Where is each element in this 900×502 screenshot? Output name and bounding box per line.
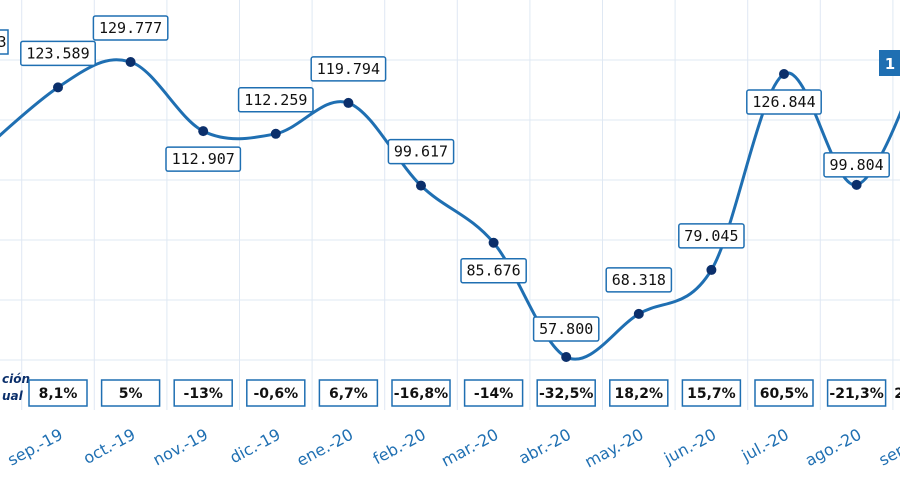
x-tick-label: nov.-19 <box>150 425 211 470</box>
x-tick-label: jul.-20 <box>738 425 792 466</box>
variation-value: -32,5% <box>539 386 593 402</box>
x-tick-label: mar.-20 <box>438 425 501 471</box>
data-point <box>343 97 354 108</box>
data-point <box>125 57 136 67</box>
variation-box <box>318 379 379 407</box>
variation-value: 18,2% <box>615 386 664 402</box>
variation-box <box>754 379 814 407</box>
data-point <box>488 237 499 248</box>
value-label: 68.318 <box>612 271 666 289</box>
value-label: 85.676 <box>467 262 521 280</box>
x-tick-label: sep.-19 <box>4 425 66 470</box>
variation-box <box>246 379 306 407</box>
variation-box <box>391 379 451 407</box>
variation-value: -16,8% <box>394 386 448 402</box>
value-label-box <box>532 316 600 342</box>
variation-value: 6,7% <box>329 386 368 402</box>
variation-box <box>609 379 669 407</box>
variation-value: -14% <box>474 386 513 402</box>
variation-value: 60,5% <box>760 386 809 402</box>
variation-band: ción ual <box>2 372 30 403</box>
value-label: 99.617 <box>394 143 448 161</box>
variation-boxes: 8,1% 5% -13% -0,6% 6,7% -16,8% -14% -32,5% 18,2%… <box>28 379 900 407</box>
variation-box <box>100 379 161 407</box>
data-point <box>270 128 281 139</box>
partial-value-box-left <box>0 29 9 55</box>
value-label: 57.800 <box>539 320 593 338</box>
value-label-box <box>237 87 314 113</box>
variation-value: -21,3% <box>829 386 883 402</box>
value-label-box <box>20 40 96 67</box>
value-label-box <box>460 257 527 284</box>
value-label: 112.907 <box>172 150 235 168</box>
x-tick-label: oct.-19 <box>80 425 138 468</box>
value-label-box <box>92 15 169 41</box>
variation-value: 8,1% <box>39 386 78 402</box>
value-label-box <box>310 56 387 82</box>
x-tick-label: sep.-20 <box>876 425 900 470</box>
value-label: 123.589 <box>26 44 89 62</box>
variation-box <box>681 379 742 407</box>
variation-value: -0,6% <box>253 386 298 402</box>
x-tick-label: may.-20 <box>581 425 646 472</box>
data-point <box>779 69 789 80</box>
value-label: 112.259 <box>244 91 307 109</box>
value-label-box <box>823 152 890 178</box>
value-label: 126.844 <box>752 93 815 111</box>
value-label-box <box>387 138 455 165</box>
data-point <box>198 126 209 137</box>
data-point <box>706 264 717 275</box>
variation-value: 15,7% <box>687 386 736 402</box>
series-line <box>0 58 900 361</box>
value-label-box <box>678 223 745 249</box>
data-point <box>633 308 644 319</box>
variation-box <box>173 379 233 407</box>
data-points <box>53 57 862 362</box>
value-label: 99.804 <box>830 156 884 174</box>
value-label: 79.045 <box>684 227 738 245</box>
variation-band-label-line2: ual <box>2 389 24 403</box>
x-axis-tick-labels: sep.-19 oct.-19 nov.-19 dic.-19 ene.-20 feb.-… <box>4 425 900 472</box>
value-label-box <box>165 146 242 172</box>
variation-value: 5% <box>119 386 143 402</box>
variation-value: -13% <box>184 386 223 402</box>
variation-band-label-line1: ción <box>2 372 30 386</box>
value-label: 129.777 <box>99 19 162 37</box>
variation-value: 2 <box>894 386 900 402</box>
value-label-box <box>605 267 673 293</box>
value-label: 119.794 <box>317 60 380 78</box>
data-point <box>416 180 426 191</box>
value-labels: 123.589 129.777 112.907 112.259 119.794 99.61… <box>20 15 890 342</box>
variation-box <box>826 379 887 407</box>
x-tick-label: abr.-20 <box>515 425 574 468</box>
data-point <box>851 179 862 190</box>
variation-box <box>463 379 524 407</box>
partial-value-left: 3 <box>0 33 7 51</box>
x-tick-label: ago.-20 <box>802 425 865 470</box>
variation-box <box>536 379 596 407</box>
x-tick-label: jun.-20 <box>660 425 719 469</box>
x-tick-label: feb.-20 <box>370 425 429 468</box>
data-point <box>561 352 572 362</box>
partial-value-box-right <box>879 50 900 76</box>
partial-labels: 31 <box>0 29 900 76</box>
x-tick-label: dic.-19 <box>227 425 284 467</box>
data-point <box>53 82 63 93</box>
partial-value-right: 1 <box>885 55 895 73</box>
variation-box <box>28 379 88 407</box>
x-tick-label: ene.-20 <box>293 425 356 470</box>
value-label-box <box>746 89 822 115</box>
